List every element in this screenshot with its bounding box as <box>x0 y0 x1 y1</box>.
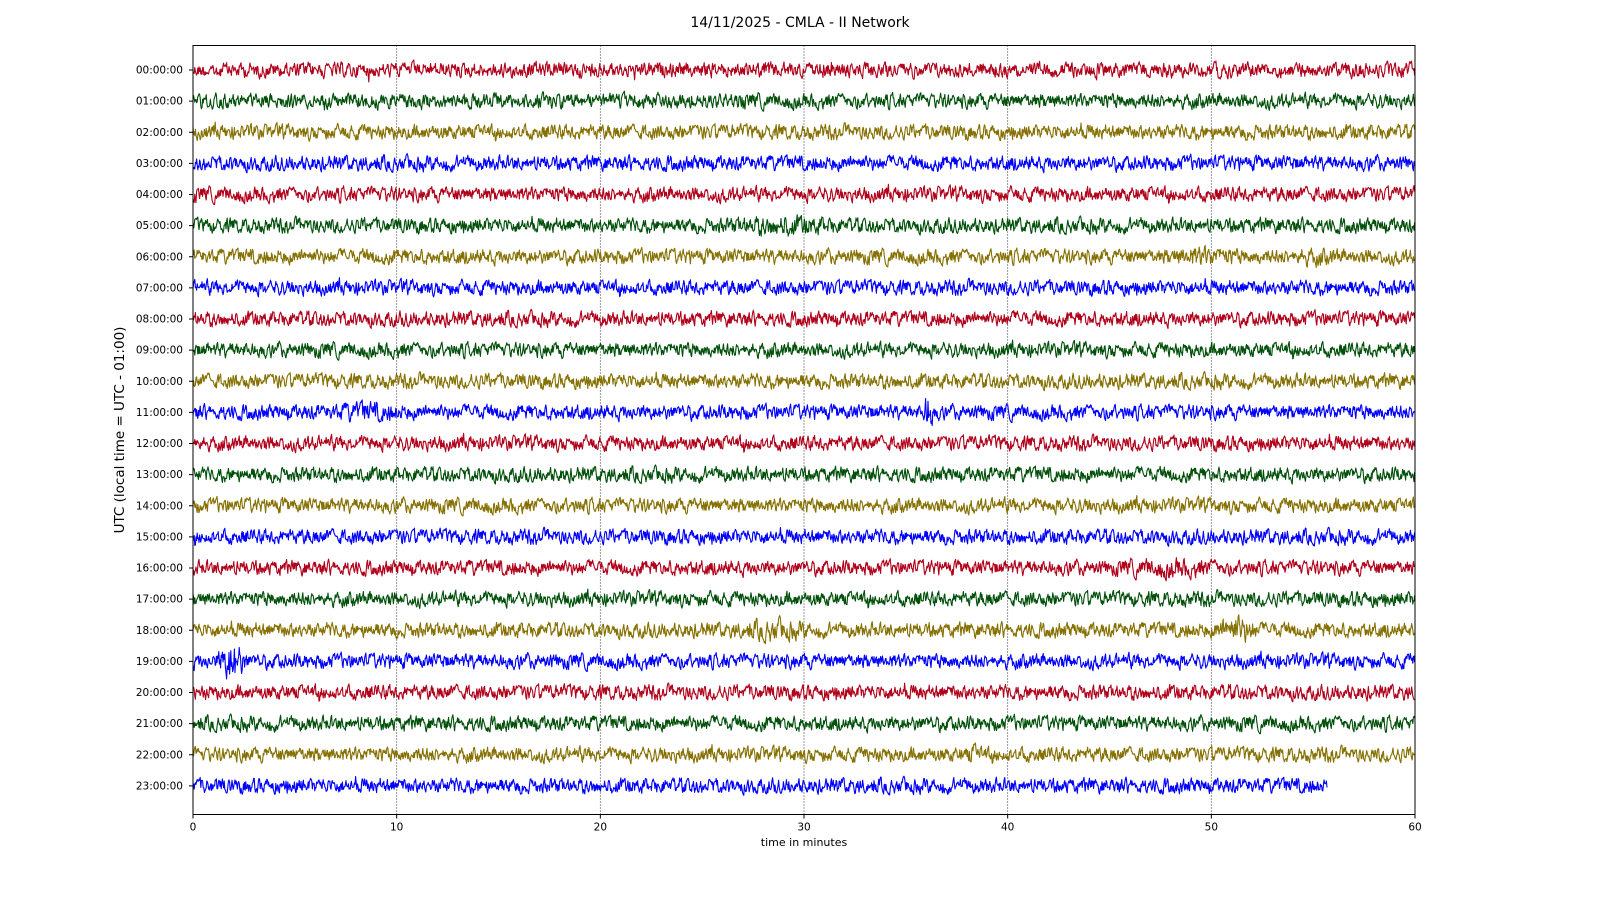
y-axis-label: UTC (local time = UTC - 01:00) <box>112 327 128 534</box>
y-tick-label: 22:00:00 <box>136 749 183 761</box>
x-tick-label: 50 <box>1205 822 1218 834</box>
x-axis: 0 10 20 30 40 50 60 <box>190 814 1422 834</box>
trace-060000 <box>192 244 1415 269</box>
y-tick-label: 19:00:00 <box>136 656 183 668</box>
y-tick-label: 08:00:00 <box>136 314 183 326</box>
y-tick-label: 12:00:00 <box>136 438 183 450</box>
y-tick-label: 16:00:00 <box>136 563 183 575</box>
y-tick-label: 23:00:00 <box>136 780 183 792</box>
y-tick-label: 18:00:00 <box>136 625 183 637</box>
y-axis: 00:00:00 01:00:00 02:00:00 03:00:00 04:00:00… <box>136 65 193 792</box>
x-tick-label: 30 <box>797 822 810 834</box>
x-tick-label: 40 <box>1001 822 1014 834</box>
trace-030000 <box>192 153 1416 174</box>
y-tick-label: 13:00:00 <box>136 469 183 481</box>
trace-120000 <box>192 432 1416 454</box>
trace-050000 <box>192 214 1416 237</box>
y-tick-label: 06:00:00 <box>136 251 183 263</box>
trace-230000 <box>192 775 1328 796</box>
trace-080000 <box>192 308 1416 330</box>
x-tick-label: 60 <box>1408 822 1421 834</box>
trace-010000 <box>192 90 1416 112</box>
trace-150000 <box>192 526 1416 547</box>
y-tick-label: 17:00:00 <box>136 594 183 606</box>
trace-170000 <box>192 588 1416 609</box>
trace-070000 <box>192 277 1415 298</box>
trace-210000 <box>192 713 1416 735</box>
trace-200000 <box>192 682 1416 703</box>
y-tick-label: 01:00:00 <box>136 96 183 108</box>
y-tick-label: 04:00:00 <box>136 189 183 201</box>
chart-title: 14/11/2025 - CMLA - II Network <box>690 15 910 31</box>
y-tick-label: 07:00:00 <box>136 282 183 294</box>
trace-040000 <box>192 183 1416 206</box>
y-tick-label: 21:00:00 <box>136 718 183 730</box>
trace-180000 <box>192 614 1416 645</box>
x-tick-label: 0 <box>190 822 197 834</box>
y-tick-label: 20:00:00 <box>136 687 183 699</box>
y-tick-label: 00:00:00 <box>136 65 183 77</box>
y-tick-label: 10:00:00 <box>136 376 183 388</box>
y-tick-label: 05:00:00 <box>136 220 183 232</box>
trace-130000 <box>192 464 1416 485</box>
trace-000000 <box>192 59 1416 83</box>
x-tick-label: 10 <box>390 822 403 834</box>
x-tick-label: 20 <box>594 822 607 834</box>
y-tick-label: 02:00:00 <box>136 127 183 139</box>
trace-100000 <box>192 370 1416 392</box>
grid-lines <box>396 45 1212 815</box>
trace-190000 <box>192 646 1416 680</box>
trace-020000 <box>192 121 1416 142</box>
y-tick-label: 15:00:00 <box>136 531 183 543</box>
trace-110000 <box>192 397 1416 427</box>
y-tick-label: 03:00:00 <box>136 158 183 170</box>
trace-090000 <box>192 339 1416 361</box>
trace-140000 <box>192 495 1416 517</box>
x-axis-label: time in minutes <box>761 836 848 849</box>
y-tick-label: 14:00:00 <box>136 500 183 512</box>
trace-220000 <box>192 742 1416 765</box>
y-tick-label: 09:00:00 <box>136 345 183 357</box>
seismogram-traces <box>192 59 1416 796</box>
y-tick-label: 11:00:00 <box>136 407 183 419</box>
trace-160000 <box>192 557 1415 582</box>
